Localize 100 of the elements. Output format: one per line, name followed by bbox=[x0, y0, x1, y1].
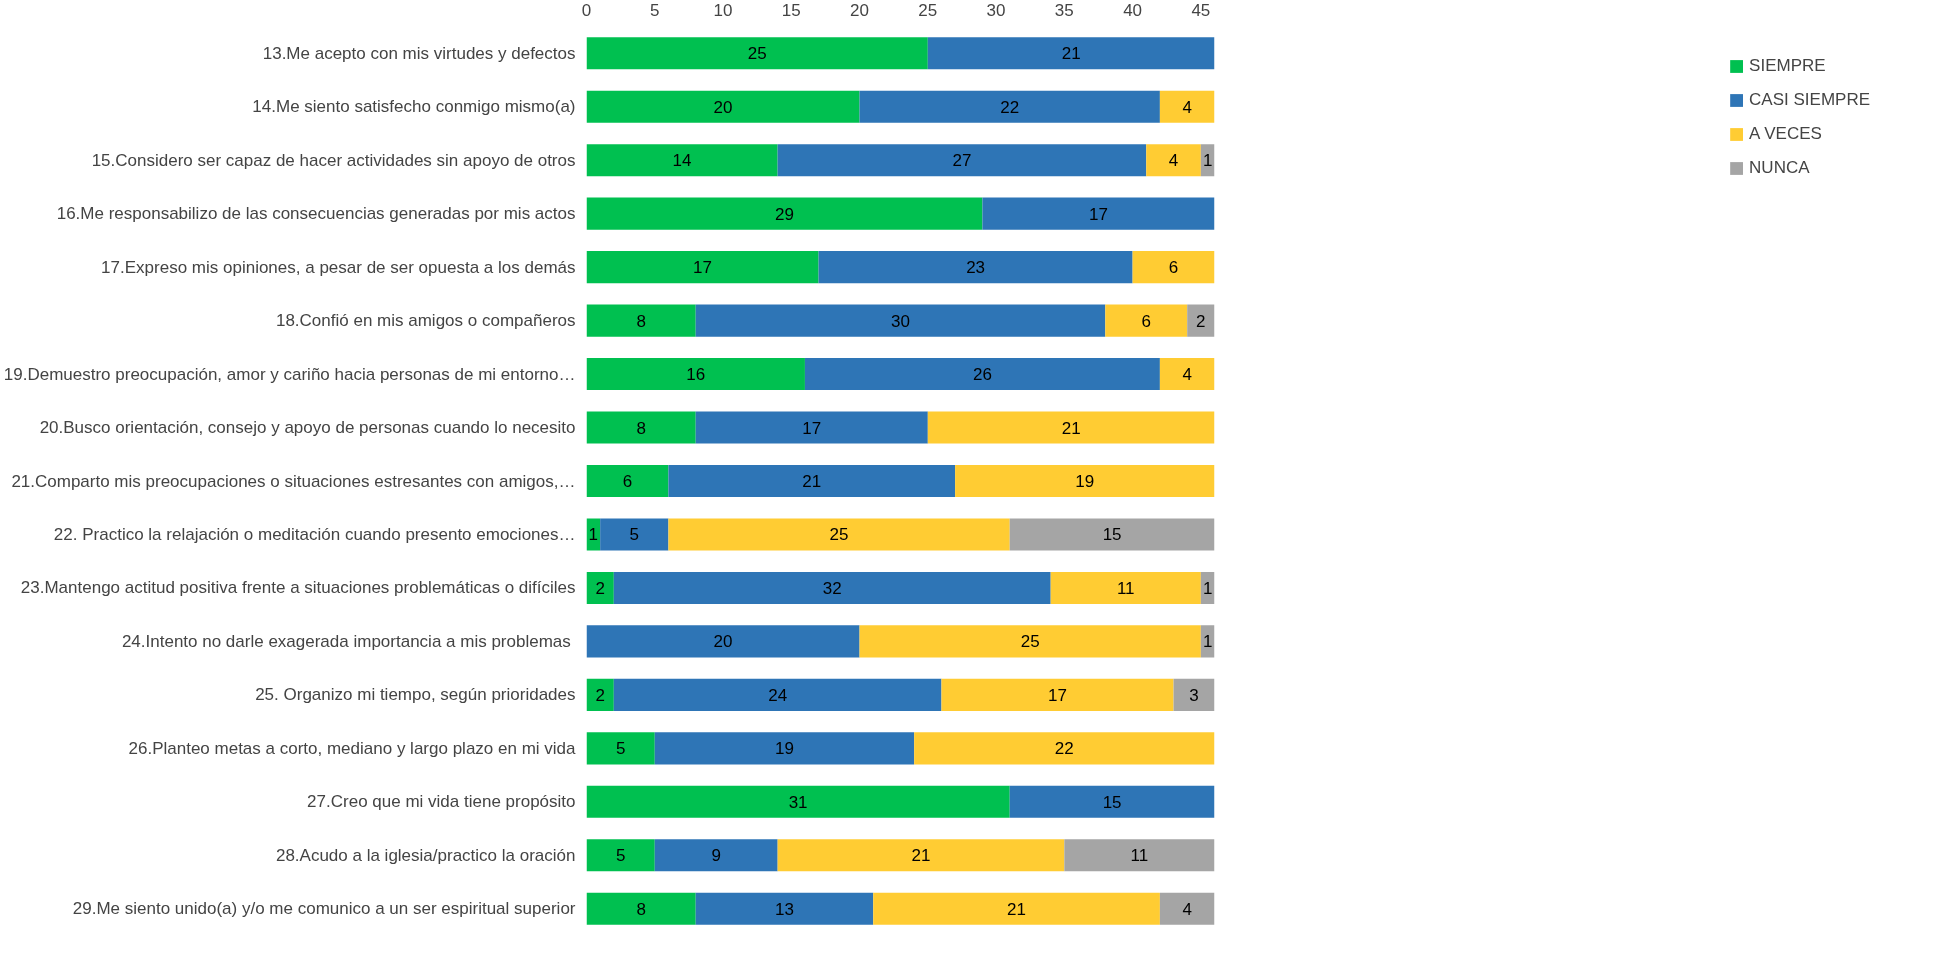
data-label: 8 bbox=[636, 418, 646, 438]
y-tick-label: 25. Organizo mi tiempo, según prioridades bbox=[255, 685, 576, 705]
y-tick-label: 24.Intento no darle exagerada importancia a mis problemas bbox=[121, 631, 571, 651]
data-label: 3 bbox=[1189, 685, 1199, 705]
bar bbox=[586, 571, 614, 604]
bar bbox=[586, 464, 669, 498]
bar bbox=[818, 251, 1133, 284]
x-tick-label: 15 bbox=[781, 0, 801, 20]
data-label: 5 bbox=[629, 525, 640, 545]
data-label: 8 bbox=[636, 311, 646, 331]
bar bbox=[668, 464, 956, 498]
data-label: 24 bbox=[768, 685, 788, 705]
y-tick-label: 19.Demuestro preocupación, amor y cariño hacia personas de mi entorno… bbox=[3, 364, 576, 384]
data-label: 2 bbox=[595, 685, 605, 705]
data-label: 31 bbox=[788, 792, 808, 812]
bar bbox=[777, 839, 1065, 872]
data-label: 4 bbox=[1182, 365, 1192, 385]
data-label: 4 bbox=[1182, 899, 1192, 919]
bar bbox=[1105, 304, 1188, 337]
bar bbox=[695, 304, 1106, 337]
bar bbox=[695, 411, 928, 444]
data-label: 15 bbox=[1102, 525, 1122, 545]
data-label: 4 bbox=[1168, 151, 1179, 171]
bar bbox=[804, 358, 1160, 391]
data-label: 11 bbox=[1116, 578, 1135, 598]
data-label: 1 bbox=[1202, 632, 1213, 652]
bar bbox=[586, 625, 860, 658]
bar bbox=[586, 37, 928, 70]
x-tick-label: 40 bbox=[1123, 0, 1143, 20]
bar bbox=[1132, 251, 1215, 284]
data-label: 4 bbox=[1182, 97, 1192, 117]
bar bbox=[654, 732, 915, 765]
data-label: 23 bbox=[966, 258, 986, 278]
bar bbox=[668, 518, 1010, 551]
x-tick-label: 25 bbox=[918, 0, 938, 20]
bar bbox=[941, 678, 1174, 711]
data-label: 29 bbox=[775, 204, 794, 224]
data-label: 32 bbox=[822, 578, 842, 598]
legend-label: A VECES bbox=[1749, 124, 1822, 144]
data-label: 6 bbox=[622, 472, 633, 491]
bar bbox=[927, 37, 1215, 70]
x-tick-label: 20 bbox=[850, 0, 870, 20]
legend-label: NUNCA bbox=[1749, 158, 1810, 178]
data-label: 14 bbox=[672, 151, 692, 171]
y-tick-label: 18.Confió en mis amigos o compañeros bbox=[275, 311, 576, 331]
bar bbox=[1050, 571, 1201, 604]
data-label: 16 bbox=[686, 365, 706, 385]
data-label: 21 bbox=[911, 846, 931, 866]
y-tick-label: 26.Planteo metas a corto, mediano y largo plazo en mi vida bbox=[128, 738, 577, 758]
bar bbox=[586, 839, 655, 872]
data-label: 17 bbox=[1048, 685, 1067, 705]
legend-label: CASI SIEMPRE bbox=[1749, 90, 1870, 110]
bar bbox=[927, 411, 1215, 444]
bar bbox=[613, 571, 1051, 604]
bar bbox=[1009, 518, 1215, 551]
bar bbox=[859, 90, 1160, 123]
bar bbox=[1173, 678, 1215, 711]
data-label: 26 bbox=[972, 365, 992, 385]
data-label: 17 bbox=[693, 258, 713, 278]
data-label: 1 bbox=[1202, 151, 1213, 171]
data-label: 19 bbox=[775, 739, 794, 759]
bar bbox=[1159, 90, 1215, 123]
x-tick-label: 30 bbox=[986, 0, 1006, 20]
bar bbox=[1146, 144, 1201, 177]
data-label: 15 bbox=[1102, 792, 1122, 812]
y-tick-label: 13.Me acepto con mis virtudes y defectos bbox=[262, 43, 576, 63]
bar bbox=[600, 518, 669, 551]
bar bbox=[586, 251, 819, 284]
data-label: 21 bbox=[1061, 44, 1081, 64]
data-label: 1 bbox=[1202, 578, 1213, 598]
bar bbox=[955, 464, 1215, 498]
data-label: 5 bbox=[615, 739, 626, 759]
bar bbox=[586, 732, 655, 765]
data-label: 21 bbox=[1061, 418, 1081, 438]
bar bbox=[613, 678, 942, 711]
y-tick-label: 21.Comparto mis preocupaciones o situaciones estresantes con amigos,… bbox=[11, 471, 576, 491]
data-label: 6 bbox=[1141, 311, 1151, 331]
data-label: 25 bbox=[747, 44, 767, 64]
data-label: 30 bbox=[891, 311, 910, 331]
bar bbox=[654, 839, 778, 872]
y-tick-label: 22. Practico la relajación o meditación cuando presento emociones… bbox=[53, 524, 576, 544]
legend-label: SIEMPRE bbox=[1749, 56, 1826, 76]
y-tick-label: 28.Acudo a la iglesia/practico la oración bbox=[275, 845, 576, 865]
data-label: 1 bbox=[588, 525, 599, 545]
y-tick-label: 17.Expreso mis opiniones, a pesar de ser opuesta a los demás bbox=[101, 257, 576, 277]
data-label: 21 bbox=[1007, 899, 1027, 919]
bar bbox=[1159, 358, 1215, 391]
data-label: 2 bbox=[595, 578, 605, 598]
x-tick-label: 10 bbox=[713, 0, 733, 20]
x-tick-label: 35 bbox=[1054, 0, 1074, 20]
data-label: 25 bbox=[1020, 632, 1040, 652]
data-label: 22 bbox=[1054, 739, 1074, 759]
bar bbox=[586, 197, 983, 230]
data-label: 9 bbox=[711, 846, 721, 866]
bar bbox=[1009, 785, 1215, 818]
bar bbox=[859, 625, 1201, 658]
bar bbox=[873, 892, 1160, 925]
bar bbox=[1064, 839, 1215, 872]
bar bbox=[982, 197, 1215, 230]
bar bbox=[586, 358, 805, 391]
